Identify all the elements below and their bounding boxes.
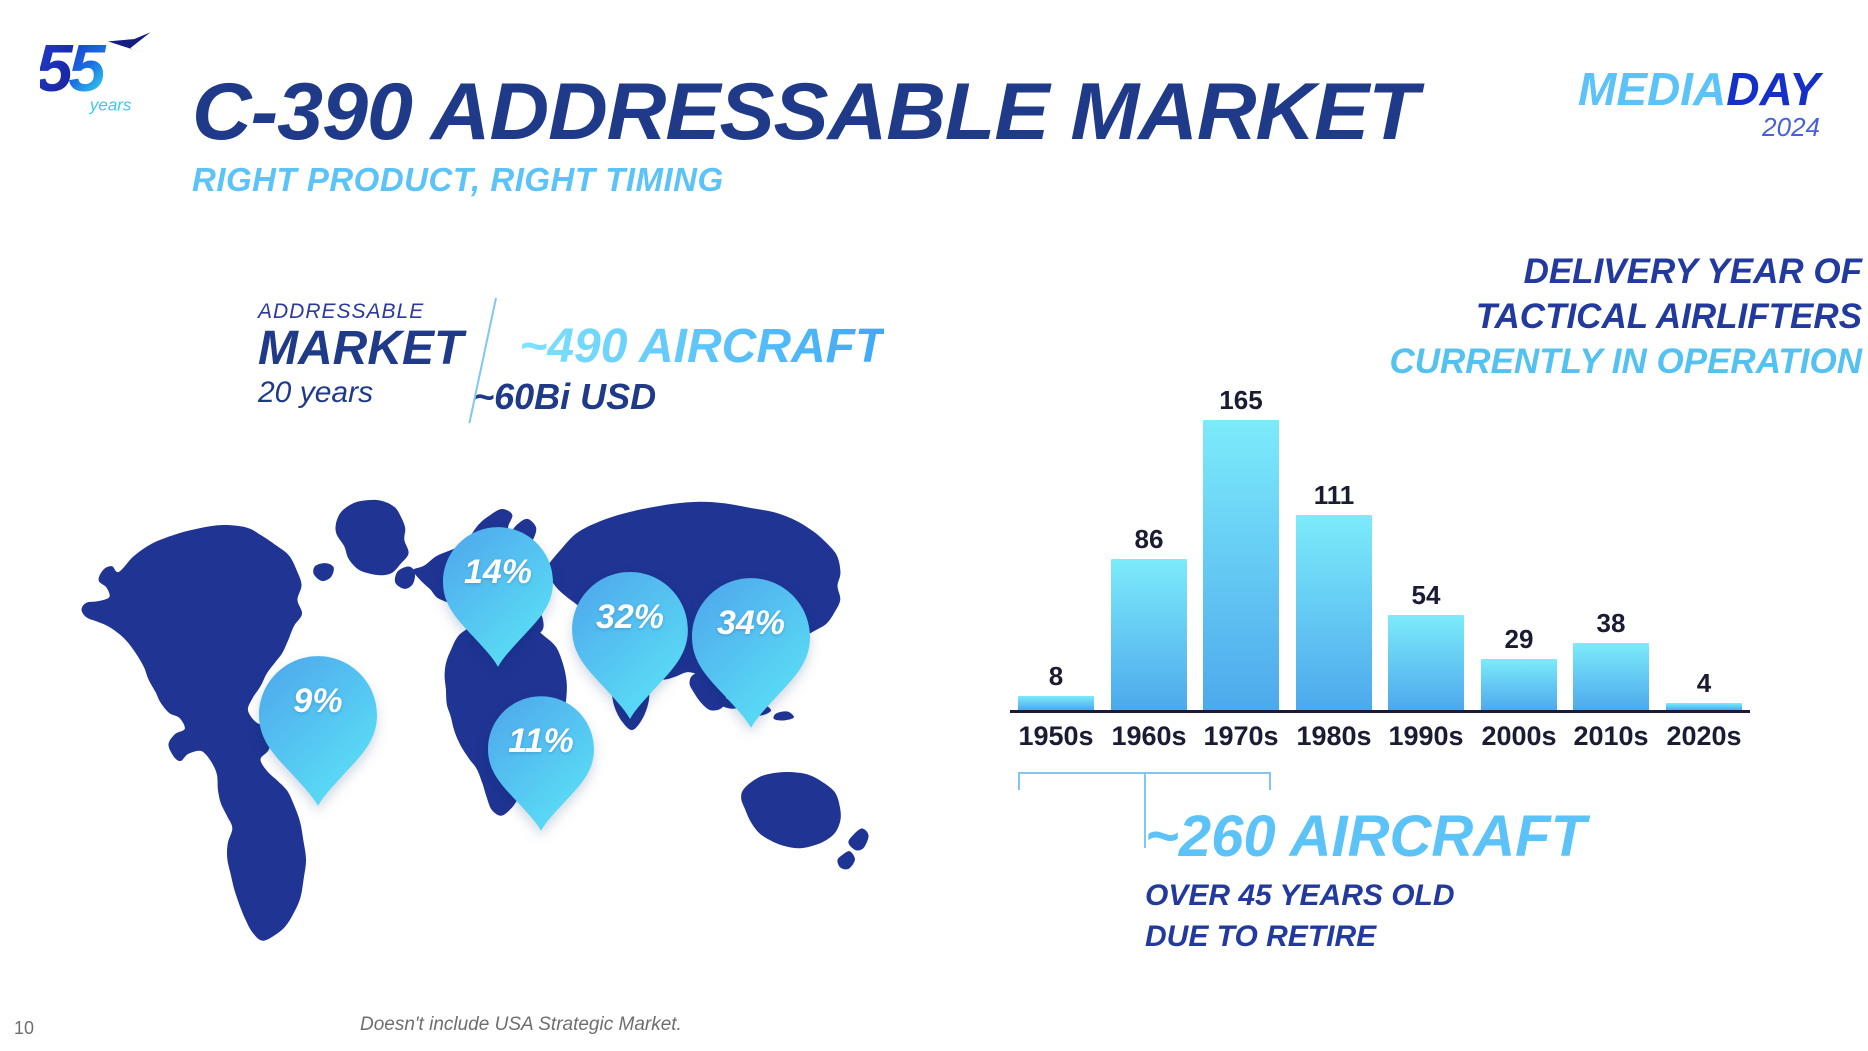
svg-text:years: years <box>89 95 132 114</box>
